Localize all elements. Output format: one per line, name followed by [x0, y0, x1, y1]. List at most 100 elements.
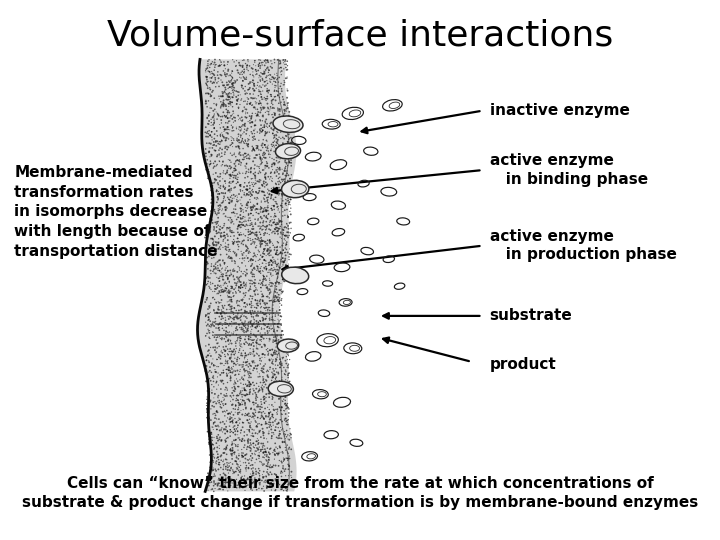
- Point: [219, 61, 230, 70]
- Point: [282, 127, 294, 136]
- Point: [285, 148, 297, 157]
- Point: [231, 357, 243, 366]
- Point: [225, 397, 236, 406]
- Point: [277, 275, 289, 284]
- Point: [232, 296, 243, 305]
- Point: [254, 276, 266, 285]
- Point: [243, 362, 254, 371]
- Point: [229, 422, 240, 430]
- Point: [206, 249, 217, 258]
- Point: [257, 412, 269, 421]
- Point: [214, 242, 225, 251]
- Point: [205, 320, 217, 329]
- Point: [235, 401, 246, 409]
- Point: [222, 331, 233, 340]
- Point: [277, 261, 289, 269]
- Point: [204, 302, 215, 310]
- Point: [238, 396, 250, 405]
- Point: [244, 369, 256, 378]
- Point: [207, 179, 219, 187]
- Point: [217, 92, 228, 100]
- Point: [215, 116, 227, 124]
- Point: [225, 446, 236, 454]
- Point: [241, 204, 253, 212]
- Point: [242, 381, 253, 390]
- Point: [205, 404, 217, 413]
- Point: [240, 268, 251, 276]
- Point: [237, 254, 248, 263]
- Point: [281, 238, 292, 246]
- Point: [269, 202, 280, 211]
- Point: [224, 78, 235, 86]
- Point: [253, 59, 265, 68]
- Point: [276, 257, 287, 266]
- Point: [229, 414, 240, 423]
- Point: [236, 122, 248, 131]
- Point: [282, 248, 294, 257]
- Point: [266, 425, 277, 434]
- Point: [232, 137, 243, 146]
- Point: [271, 285, 282, 294]
- Point: [215, 436, 227, 445]
- Point: [249, 450, 261, 459]
- Point: [217, 160, 228, 169]
- Point: [259, 420, 271, 428]
- Point: [233, 112, 244, 120]
- Point: [208, 322, 220, 330]
- Point: [208, 138, 220, 146]
- Point: [262, 329, 274, 338]
- Point: [251, 199, 263, 208]
- Point: [264, 235, 276, 244]
- Point: [232, 268, 243, 276]
- Point: [226, 298, 238, 306]
- Point: [272, 178, 284, 186]
- Point: [273, 218, 284, 226]
- Point: [222, 372, 233, 380]
- Point: [268, 369, 279, 378]
- Point: [264, 186, 275, 195]
- Point: [279, 231, 290, 240]
- Point: [202, 294, 213, 302]
- Point: [254, 408, 266, 416]
- Point: [223, 170, 235, 179]
- Point: [225, 217, 236, 225]
- Point: [209, 224, 220, 232]
- Point: [256, 386, 268, 394]
- Point: [259, 245, 271, 253]
- Point: [249, 117, 261, 125]
- Point: [251, 362, 263, 370]
- Point: [243, 165, 254, 173]
- Point: [250, 323, 261, 332]
- Point: [225, 413, 236, 421]
- Point: [273, 431, 284, 440]
- Point: [220, 352, 231, 361]
- Point: [233, 333, 245, 342]
- Point: [202, 253, 213, 262]
- Point: [237, 296, 248, 305]
- Point: [253, 164, 265, 173]
- Point: [239, 318, 251, 327]
- Point: [222, 58, 234, 66]
- Point: [217, 181, 229, 190]
- Point: [239, 161, 251, 170]
- Point: [233, 396, 244, 404]
- Point: [212, 258, 223, 266]
- Point: [258, 442, 270, 450]
- Point: [220, 309, 232, 318]
- Point: [244, 279, 256, 288]
- Point: [273, 338, 284, 346]
- Point: [232, 434, 243, 442]
- Point: [255, 230, 266, 239]
- Point: [279, 78, 290, 87]
- Point: [220, 332, 232, 341]
- Point: [221, 268, 233, 277]
- Point: [232, 360, 243, 368]
- Point: [260, 413, 271, 421]
- Point: [259, 238, 271, 246]
- Point: [270, 288, 282, 296]
- Point: [218, 96, 230, 105]
- Point: [284, 120, 296, 129]
- Point: [235, 478, 247, 487]
- Point: [223, 462, 235, 470]
- Point: [202, 351, 214, 360]
